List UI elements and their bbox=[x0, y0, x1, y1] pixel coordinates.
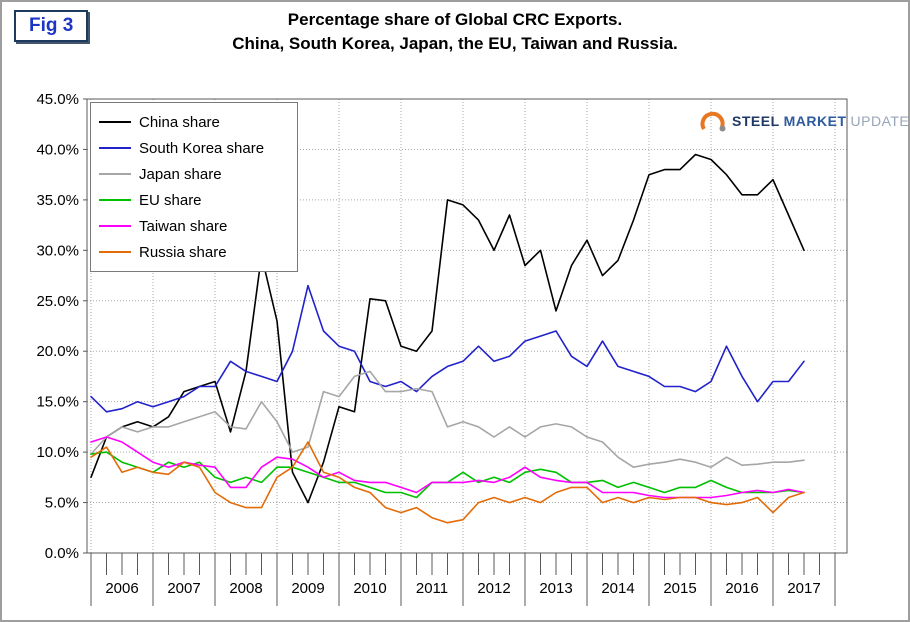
y-axis-label: 15.0% bbox=[36, 394, 79, 411]
figure-label-text: Fig 3 bbox=[29, 15, 74, 36]
legend: China share South Korea share Japan share E… bbox=[90, 102, 298, 272]
y-axis-label: 0.0% bbox=[45, 545, 79, 562]
legend-line-swatch bbox=[99, 251, 131, 253]
legend-label: South Korea share bbox=[139, 139, 265, 157]
legend-item: Japan share bbox=[99, 161, 289, 187]
y-axis-label: 35.0% bbox=[36, 192, 79, 209]
x-axis-label: 2011 bbox=[416, 580, 448, 597]
logo-steel-text: STEEL bbox=[732, 113, 780, 129]
logo-update-text: UPDATE bbox=[850, 113, 910, 129]
legend-label: China share bbox=[139, 113, 220, 131]
y-axis-label: 45.0% bbox=[36, 91, 79, 108]
y-axis-label: 25.0% bbox=[36, 293, 79, 310]
legend-item: Taiwan share bbox=[99, 213, 289, 239]
legend-item: China share bbox=[99, 109, 289, 135]
legend-label: Japan share bbox=[139, 165, 222, 183]
legend-line-swatch bbox=[99, 199, 131, 201]
series-line-eu-share bbox=[90, 451, 805, 499]
legend-label: Taiwan share bbox=[139, 217, 228, 235]
legend-item: EU share bbox=[99, 187, 289, 213]
y-axis-label: 5.0% bbox=[45, 495, 79, 512]
x-axis-label: 2010 bbox=[353, 580, 386, 597]
y-axis-label: 20.0% bbox=[36, 343, 79, 360]
x-axis-label: 2006 bbox=[105, 580, 138, 597]
legend-item: South Korea share bbox=[99, 135, 289, 161]
x-axis-label: 2008 bbox=[229, 580, 262, 597]
series-line-russia-share bbox=[90, 441, 805, 524]
x-axis-label: 2009 bbox=[291, 580, 324, 597]
series-line-china-share bbox=[90, 153, 805, 504]
y-axis-label: 30.0% bbox=[36, 242, 79, 259]
legend-label: Russia share bbox=[139, 243, 227, 261]
x-axis-label: 2012 bbox=[477, 580, 510, 597]
x-axis-label: 2014 bbox=[601, 580, 634, 597]
legend-line-swatch bbox=[99, 147, 131, 149]
figure-label: Fig 3 bbox=[14, 10, 89, 42]
x-axis-label: 2017 bbox=[787, 580, 820, 597]
legend-line-swatch bbox=[99, 173, 131, 175]
legend-item: Russia share bbox=[99, 239, 289, 265]
y-axis-label: 40.0% bbox=[36, 141, 79, 158]
logo-market-text: MARKET bbox=[783, 113, 847, 129]
legend-line-swatch bbox=[99, 225, 131, 227]
y-axis-label: 10.0% bbox=[36, 444, 79, 461]
series-line-japan-share bbox=[90, 370, 805, 469]
series-line-south-korea-share bbox=[90, 284, 805, 413]
steel-market-update-logo: STEEL MARKET UPDATE bbox=[699, 108, 910, 134]
x-axis-label: 2013 bbox=[539, 580, 572, 597]
x-axis-label: 2007 bbox=[167, 580, 200, 597]
smu-swoosh-icon bbox=[700, 111, 726, 132]
plot-border bbox=[86, 98, 848, 554]
x-axis-label: 2015 bbox=[663, 580, 696, 597]
legend-label: EU share bbox=[139, 191, 202, 209]
x-axis-label: 2016 bbox=[725, 580, 758, 597]
legend-line-swatch bbox=[99, 121, 131, 123]
